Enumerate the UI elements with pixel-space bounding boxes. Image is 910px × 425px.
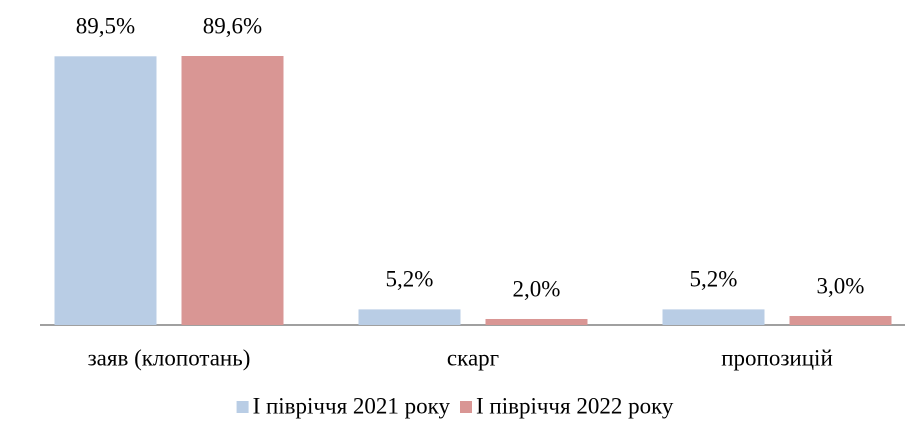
bar <box>54 56 157 325</box>
legend-label: І півріччя 2022 року <box>476 393 674 418</box>
legend-swatch <box>236 401 249 413</box>
legend-label: І півріччя 2021 року <box>253 393 451 418</box>
bar <box>181 56 284 325</box>
bar <box>485 318 588 325</box>
data-label: 89,5% <box>76 14 135 39</box>
x-tick-label: заяв (клопотань) <box>88 345 251 370</box>
data-label: 5,2% <box>690 267 738 292</box>
x-tick-label: скарг <box>447 345 499 370</box>
x-tick-label: пропозицій <box>721 345 833 370</box>
data-label: 5,2% <box>386 267 434 292</box>
data-label: 3,0% <box>817 273 865 298</box>
bar <box>358 309 461 325</box>
bar <box>789 315 892 325</box>
legend-swatch <box>460 401 472 413</box>
bar <box>662 309 765 325</box>
data-label: 2,0% <box>513 276 561 301</box>
data-label: 89,6% <box>203 13 262 38</box>
